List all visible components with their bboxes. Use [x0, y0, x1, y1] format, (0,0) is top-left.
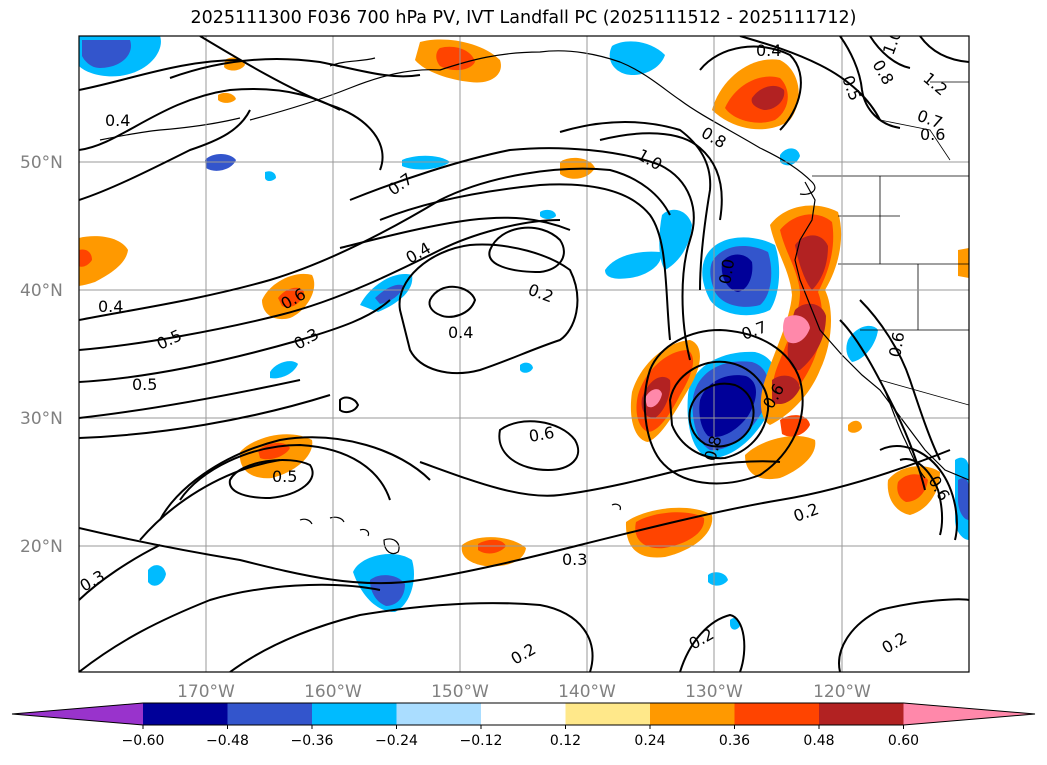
- negative-anomaly: [699, 375, 756, 438]
- colorbar-label: 0.24: [634, 733, 665, 749]
- lon-label-150w: 150°W: [431, 682, 489, 702]
- lon-label-170w: 170°W: [177, 682, 235, 702]
- positive-anomaly: [958, 248, 969, 278]
- positive-anomaly: [897, 474, 928, 502]
- colorbar: −0.60 −0.48 −0.36 −0.24 −0.12 0.12 0.24 0.36 0.4…: [11, 702, 1036, 749]
- positive-anomaly: [478, 539, 506, 554]
- contour-label: 0.5: [132, 375, 157, 394]
- colorbar-extend-high: [903, 703, 1035, 725]
- longitude-labels: 170°W 160°W 150°W 140°W 130°W 120°W: [177, 682, 871, 702]
- pv-contours: [79, 36, 969, 672]
- map-frame: [78, 35, 970, 673]
- ivt-shading: [79, 36, 969, 630]
- map-panel: 0.4 0.4 0.5 0.5 0.5 0.7 0.4 0.6 0.3 0.4 …: [79, 36, 969, 672]
- colorbar-segment: [819, 703, 904, 725]
- lat-label-40n: 40°N: [20, 281, 63, 301]
- contour-label: 0.5: [272, 467, 297, 486]
- positive-anomaly: [783, 315, 810, 344]
- colorbar-segment: [650, 703, 735, 725]
- political-boundaries: [812, 81, 969, 406]
- negative-anomaly: [708, 572, 728, 586]
- negative-anomaly: [402, 155, 450, 170]
- colorbar-label: −0.48: [206, 733, 249, 749]
- positive-anomaly: [645, 389, 662, 408]
- positive-anomaly: [79, 236, 128, 286]
- colorbar-label: −0.36: [291, 733, 334, 749]
- lon-label-120w: 120°W: [813, 682, 871, 702]
- negative-anomaly: [721, 254, 753, 292]
- contour-label: 0.3: [562, 550, 587, 569]
- contour-label: 0.4: [105, 111, 130, 130]
- positive-anomaly: [780, 415, 810, 437]
- colorbar-segment: [227, 703, 313, 725]
- map-title: 2025111300 F036 700 hPa PV, IVT Landfall…: [190, 8, 857, 28]
- colorbar-label: 0.48: [803, 733, 834, 749]
- positive-anomaly: [436, 46, 475, 71]
- negative-anomaly: [540, 209, 556, 219]
- positive-anomaly: [278, 287, 304, 308]
- lon-label-140w: 140°W: [558, 682, 616, 702]
- contour-label: 0.4: [448, 323, 473, 342]
- positive-anomaly: [258, 442, 290, 460]
- positive-anomaly: [848, 420, 862, 433]
- negative-anomaly: [605, 251, 661, 279]
- lat-label-30n: 30°N: [20, 409, 63, 429]
- colorbar-extend-low: [12, 703, 143, 725]
- colorbar-label: 0.12: [550, 733, 581, 749]
- contour-label: 0.6: [920, 125, 945, 144]
- positive-anomaly: [218, 92, 236, 103]
- negative-anomaly: [270, 361, 298, 379]
- positive-anomaly: [751, 85, 785, 110]
- contour-label: 0.0: [715, 257, 738, 285]
- negative-anomaly: [520, 362, 533, 373]
- lat-label-20n: 20°N: [20, 537, 63, 557]
- colorbar-segment: [734, 703, 820, 725]
- positive-anomaly: [795, 235, 828, 290]
- negative-anomaly: [846, 325, 878, 362]
- negative-anomaly: [82, 40, 131, 68]
- colorbar-segment: [481, 703, 566, 725]
- colorbar-label: −0.60: [122, 733, 165, 749]
- colorbar-segment: [312, 703, 397, 725]
- negative-anomaly: [609, 41, 665, 76]
- lon-label-160w: 160°W: [304, 682, 362, 702]
- latitude-labels: 50°N 40°N 30°N 20°N: [20, 153, 63, 557]
- colorbar-label: −0.12: [460, 733, 503, 749]
- colorbar-label: 0.36: [719, 733, 750, 749]
- colorbar-segment: [143, 703, 228, 725]
- positive-anomaly: [635, 512, 705, 549]
- graticule: [79, 36, 969, 672]
- lat-label-50n: 50°N: [20, 153, 63, 173]
- negative-anomaly: [659, 209, 692, 270]
- contour-label: 0.4: [98, 297, 123, 316]
- colorbar-label: −0.24: [375, 733, 418, 749]
- positive-anomaly: [772, 375, 800, 405]
- contour-label: 0.6: [885, 330, 908, 358]
- negative-anomaly: [958, 478, 969, 520]
- colorbar-segment: [565, 703, 651, 725]
- colorbar-segment: [396, 703, 482, 725]
- contour-label: 0.4: [756, 41, 781, 60]
- negative-anomaly: [148, 565, 166, 586]
- negative-anomaly: [265, 171, 276, 181]
- colorbar-label: 0.60: [888, 733, 919, 749]
- contour-label: 0.6: [527, 423, 555, 446]
- lon-label-130w: 130°W: [685, 682, 743, 702]
- positive-anomaly: [79, 249, 92, 267]
